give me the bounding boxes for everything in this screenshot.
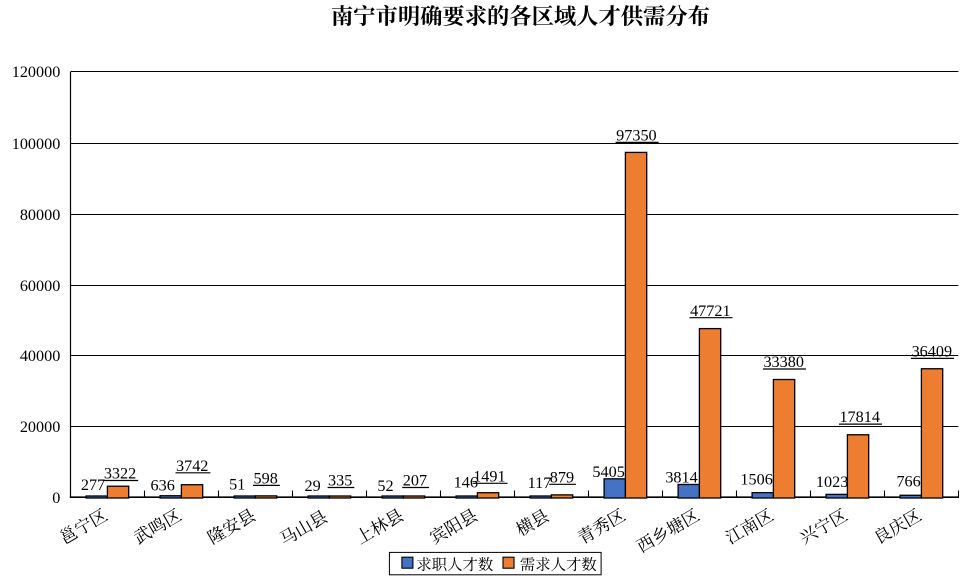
- svg-text:52: 52: [377, 477, 393, 495]
- svg-text:36409: 36409: [912, 343, 952, 361]
- svg-text:146: 146: [454, 474, 478, 492]
- svg-text:47721: 47721: [690, 302, 730, 320]
- svg-text:60000: 60000: [20, 277, 60, 295]
- svg-text:17814: 17814: [839, 408, 879, 426]
- svg-text:1491: 1491: [473, 467, 505, 485]
- svg-text:51: 51: [229, 476, 245, 494]
- svg-text:100000: 100000: [12, 135, 61, 153]
- svg-text:766: 766: [896, 472, 920, 490]
- svg-text:117: 117: [528, 474, 552, 492]
- svg-text:97350: 97350: [616, 127, 656, 145]
- svg-text:20000: 20000: [20, 418, 60, 436]
- svg-text:120000: 120000: [12, 63, 61, 81]
- svg-text:3814: 3814: [665, 469, 697, 487]
- svg-text:40000: 40000: [20, 347, 60, 365]
- svg-text:335: 335: [328, 472, 352, 490]
- svg-text:1506: 1506: [740, 471, 772, 489]
- svg-text:0: 0: [52, 489, 60, 507]
- svg-text:29: 29: [305, 477, 321, 495]
- svg-text:80000: 80000: [20, 206, 60, 224]
- svg-text:3322: 3322: [104, 465, 136, 483]
- svg-text:33380: 33380: [763, 353, 803, 371]
- svg-text:636: 636: [151, 477, 175, 495]
- svg-text:207: 207: [403, 472, 427, 490]
- svg-text:277: 277: [81, 476, 105, 494]
- svg-text:3742: 3742: [176, 457, 208, 475]
- svg-text:879: 879: [550, 468, 574, 486]
- svg-text:1023: 1023: [816, 473, 848, 491]
- svg-text:598: 598: [254, 470, 278, 488]
- svg-text:5405: 5405: [592, 463, 624, 481]
